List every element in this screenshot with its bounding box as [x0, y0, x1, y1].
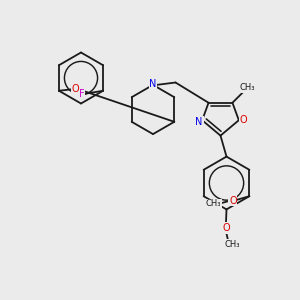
- Text: CH₃: CH₃: [224, 240, 240, 249]
- Text: N: N: [149, 79, 157, 89]
- Text: O: O: [72, 84, 79, 94]
- Text: N: N: [196, 117, 203, 127]
- Text: CH₃: CH₃: [240, 83, 255, 92]
- Text: O: O: [229, 196, 237, 206]
- Text: CH₃: CH₃: [206, 199, 221, 208]
- Text: O: O: [239, 115, 247, 125]
- Text: O: O: [222, 223, 230, 233]
- Text: F: F: [79, 89, 84, 99]
